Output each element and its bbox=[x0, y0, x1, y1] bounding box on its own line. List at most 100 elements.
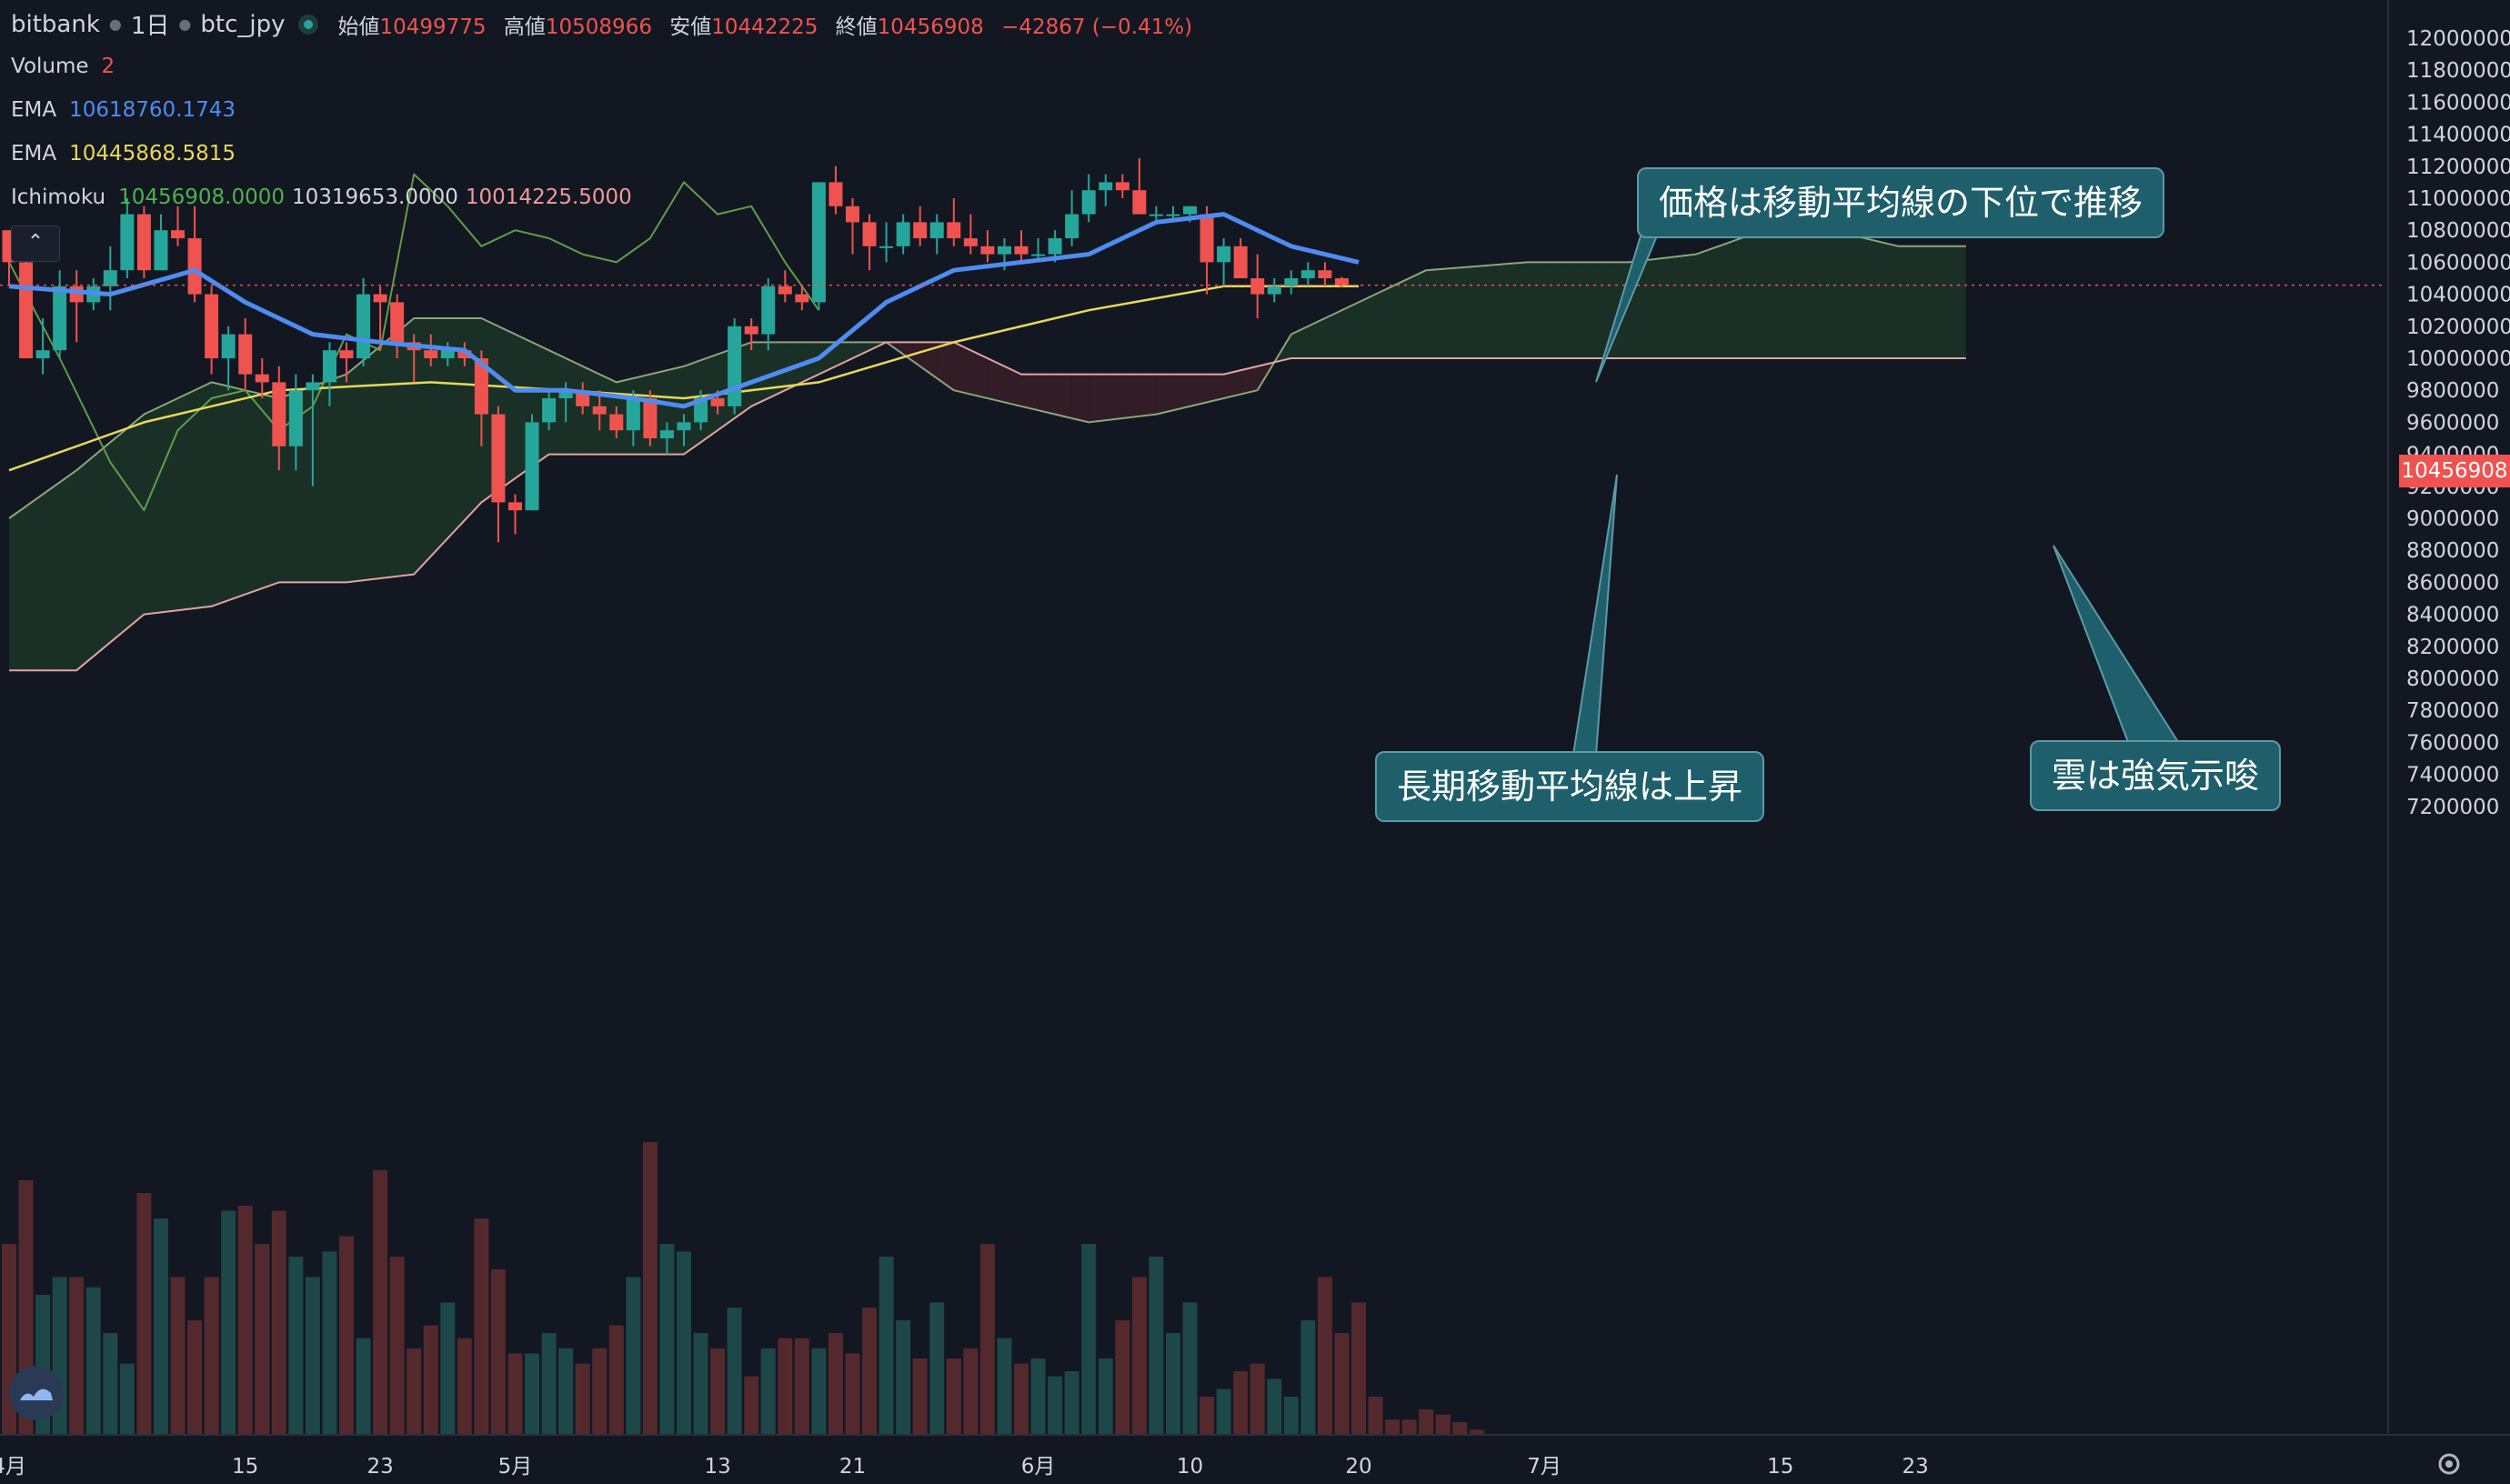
candle bbox=[154, 214, 168, 271]
tradingview-logo-icon[interactable] bbox=[9, 1366, 64, 1420]
annotation-cloud-bullish[interactable]: 雲は強気示唆 bbox=[2030, 740, 2282, 811]
volume-bar bbox=[946, 1359, 961, 1435]
candle-body bbox=[963, 238, 978, 246]
candle-body bbox=[508, 502, 522, 511]
candle bbox=[929, 214, 944, 255]
cloud-segment bbox=[1915, 246, 1933, 358]
candle-body bbox=[1149, 214, 1163, 216]
cloud-segment bbox=[1392, 278, 1410, 358]
cloud-segment bbox=[1105, 374, 1123, 421]
ichimoku-legend[interactable]: Ichimoku 10456908.0000 10319653.0000 100142… bbox=[11, 186, 632, 209]
candle-body bbox=[980, 246, 995, 255]
ema-fast-value: 10618760.1743 bbox=[69, 98, 236, 122]
candle-body bbox=[1081, 190, 1096, 215]
cloud-segment bbox=[312, 380, 330, 583]
volume-bar bbox=[119, 1363, 135, 1435]
candle-body bbox=[187, 238, 202, 295]
candle bbox=[795, 286, 809, 311]
volume-bar bbox=[760, 1348, 776, 1435]
volume-bar bbox=[979, 1244, 995, 1435]
candle-body bbox=[272, 382, 286, 446]
volume-bar bbox=[1368, 1397, 1383, 1435]
settings-gear-icon[interactable] bbox=[2438, 1453, 2460, 1475]
candle-body bbox=[457, 350, 472, 358]
volume-bar bbox=[1452, 1422, 1468, 1435]
cloud-segment bbox=[1223, 370, 1241, 398]
annotation-long-ma-rising[interactable]: 長期移動平均線は上昇 bbox=[1375, 751, 1765, 822]
candle bbox=[963, 214, 978, 255]
volume-bar bbox=[490, 1269, 506, 1435]
cloud-segment bbox=[1426, 268, 1443, 358]
low-label: 安値 bbox=[669, 15, 712, 39]
candle bbox=[1200, 206, 1214, 295]
price-tick-label: 12000000 bbox=[2406, 27, 2510, 51]
cloud-segment bbox=[937, 342, 954, 391]
time-tick-label: 7月 bbox=[1527, 1455, 1561, 1479]
high-label: 高値 bbox=[503, 15, 546, 39]
volume-bar bbox=[558, 1348, 574, 1435]
cloud-segment bbox=[768, 342, 786, 398]
close-value: 10456908 bbox=[877, 15, 984, 39]
price-tick-label: 8800000 bbox=[2406, 539, 2499, 563]
candles bbox=[2, 158, 1349, 543]
candle bbox=[609, 406, 624, 438]
candle bbox=[255, 358, 269, 398]
cloud-segment bbox=[1510, 262, 1528, 358]
cloud-segment bbox=[970, 350, 988, 398]
price-tick-label: 9800000 bbox=[2406, 379, 2499, 403]
candle bbox=[761, 278, 776, 351]
candle bbox=[19, 254, 34, 358]
volume-bar bbox=[896, 1320, 911, 1435]
price-tick-label: 10800000 bbox=[2406, 219, 2510, 243]
cloud-segment bbox=[1949, 246, 1966, 358]
candle bbox=[896, 214, 910, 255]
volume-bar bbox=[1048, 1376, 1063, 1435]
candle bbox=[120, 198, 135, 278]
candle-body bbox=[913, 222, 928, 238]
volume-bar bbox=[1385, 1419, 1401, 1435]
volume-bar bbox=[878, 1257, 894, 1435]
candle bbox=[373, 286, 387, 351]
volume-legend[interactable]: Volume 2 bbox=[11, 55, 115, 78]
candle-body bbox=[558, 390, 573, 398]
candle bbox=[35, 318, 50, 375]
volume-bar bbox=[1300, 1320, 1316, 1435]
change-value: −42867 (−0.41%) bbox=[1001, 15, 1193, 39]
volume-bar bbox=[608, 1325, 624, 1435]
time-tick-label: 10 bbox=[1177, 1455, 1203, 1479]
cloud-segment bbox=[667, 366, 684, 455]
time-axis: 4月 15 23 5月 13 21 6月 10 20 7月 15 23 bbox=[0, 1455, 1929, 1479]
price-tick-label: 10000000 bbox=[2406, 347, 2510, 371]
candle-body bbox=[778, 286, 792, 295]
ema-fast-legend[interactable]: EMA 10618760.1743 bbox=[11, 98, 236, 122]
cloud-segment bbox=[1055, 374, 1072, 418]
symbol-label[interactable]: btc_jpy bbox=[200, 10, 286, 38]
candle-body bbox=[306, 382, 320, 391]
close-label: 終値 bbox=[835, 15, 878, 39]
candle bbox=[744, 318, 758, 351]
collapse-legend-button[interactable]: ⌃ bbox=[11, 226, 60, 262]
ema-slow-line bbox=[8, 285, 1359, 472]
price-tick-label: 11400000 bbox=[2406, 124, 2510, 147]
volume-bar bbox=[1233, 1371, 1249, 1435]
ichimoku-lagging-span bbox=[8, 173, 820, 512]
volume-bar bbox=[153, 1218, 168, 1435]
cloud-segment bbox=[1359, 294, 1376, 358]
cloud-segment bbox=[43, 482, 60, 671]
ichimoku-value-3: 10014225.5000 bbox=[465, 186, 632, 209]
candle-body bbox=[728, 326, 742, 406]
candle-body bbox=[811, 182, 826, 303]
cloud-segment bbox=[25, 494, 44, 671]
ema-slow-legend[interactable]: EMA 10445868.5815 bbox=[11, 142, 236, 165]
volume-bar bbox=[541, 1333, 557, 1435]
candle bbox=[879, 222, 894, 263]
ichimoku-cloud bbox=[9, 230, 1966, 671]
candle-body bbox=[1048, 238, 1062, 255]
volume-bar bbox=[221, 1210, 236, 1435]
annotation-price-below-ma[interactable]: 価格は移動平均線の下位で推移 bbox=[1637, 167, 2165, 238]
candle-body bbox=[609, 414, 624, 431]
interval-label[interactable]: 1日 bbox=[130, 13, 170, 40]
candle-body bbox=[659, 430, 674, 438]
exchange-name[interactable]: bitbank bbox=[11, 10, 100, 38]
candle bbox=[238, 318, 253, 391]
